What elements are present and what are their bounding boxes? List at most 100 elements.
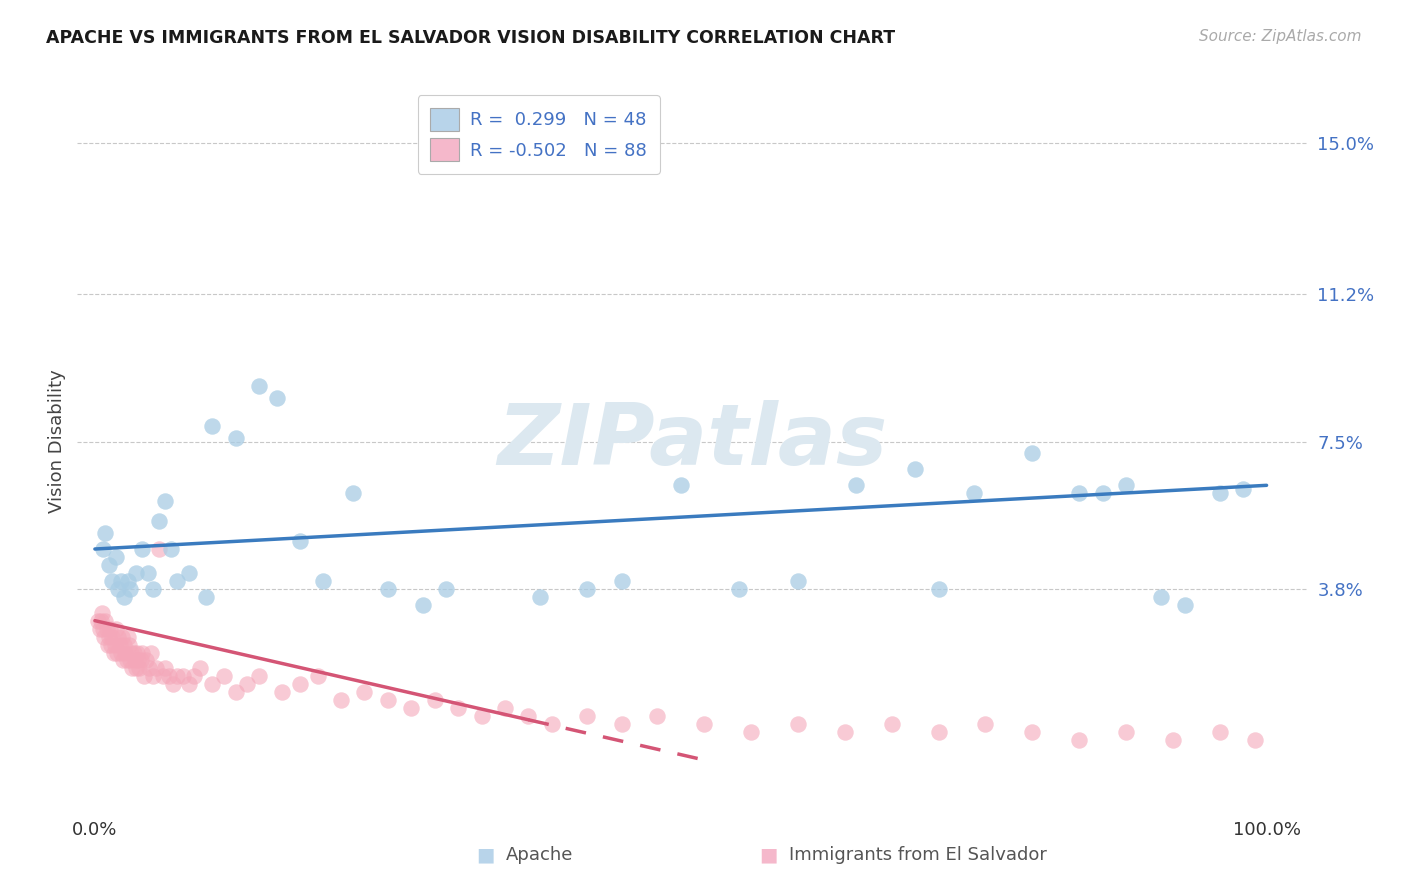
Point <box>94 614 117 628</box>
Point <box>183 669 205 683</box>
Point <box>1209 725 1232 739</box>
Point <box>423 693 446 707</box>
Point <box>401 701 423 715</box>
Point <box>136 566 159 580</box>
Point <box>89 622 111 636</box>
Point <box>93 630 115 644</box>
Text: APACHE VS IMMIGRANTS FROM EL SALVADOR VISION DISABILITY CORRELATION CHART: APACHE VS IMMIGRANTS FROM EL SALVADOR VI… <box>46 29 896 47</box>
Point <box>166 669 188 683</box>
Point <box>138 661 160 675</box>
Point <box>142 582 165 596</box>
Point <box>1209 486 1232 500</box>
Point <box>1150 590 1173 604</box>
Point <box>928 725 950 739</box>
Point <box>647 709 669 723</box>
Point <box>1115 725 1137 739</box>
Point <box>91 541 114 556</box>
Point <box>576 709 599 723</box>
Point <box>118 638 141 652</box>
Point <box>112 590 135 604</box>
Point <box>247 669 270 683</box>
Point <box>693 717 716 731</box>
Point <box>412 598 434 612</box>
Point <box>90 614 112 628</box>
Point <box>201 418 224 433</box>
Point <box>172 669 194 683</box>
Point <box>129 653 152 667</box>
Point <box>288 677 311 691</box>
Text: Immigrants from El Salvador: Immigrants from El Salvador <box>789 846 1047 863</box>
Point <box>271 685 294 699</box>
Point <box>152 669 174 683</box>
Point <box>612 574 634 588</box>
Point <box>141 646 163 660</box>
Point <box>177 677 200 691</box>
Point <box>377 582 399 596</box>
Point <box>447 701 470 715</box>
Point <box>201 677 224 691</box>
Point <box>114 646 136 660</box>
Point <box>266 391 288 405</box>
Point <box>128 661 150 675</box>
Point <box>98 630 120 644</box>
Point <box>127 646 149 660</box>
Point <box>101 574 124 588</box>
Point <box>90 606 114 620</box>
Point <box>103 646 125 660</box>
Point <box>471 709 494 723</box>
Point <box>125 661 148 675</box>
Point <box>1115 478 1137 492</box>
Point <box>107 582 129 596</box>
Point <box>612 717 634 731</box>
Point <box>117 574 139 588</box>
Point <box>1232 483 1254 497</box>
Point <box>834 725 856 739</box>
Point <box>87 614 110 628</box>
Point <box>96 622 118 636</box>
Point <box>728 582 751 596</box>
Point <box>117 630 139 644</box>
Point <box>91 622 114 636</box>
Point <box>353 685 375 699</box>
Point <box>124 653 146 667</box>
Point <box>494 701 516 715</box>
Point <box>104 638 127 652</box>
Point <box>1021 725 1043 739</box>
Text: ZIPatlas: ZIPatlas <box>498 400 887 483</box>
Point <box>132 669 156 683</box>
Point <box>247 379 270 393</box>
Point <box>845 478 868 492</box>
Point <box>1069 486 1091 500</box>
Text: Source: ZipAtlas.com: Source: ZipAtlas.com <box>1198 29 1361 45</box>
Point <box>190 661 212 675</box>
Point <box>107 630 129 644</box>
Point <box>110 646 132 660</box>
Point <box>436 582 458 596</box>
Legend: R =  0.299   N = 48, R = -0.502   N = 88: R = 0.299 N = 48, R = -0.502 N = 88 <box>418 95 659 174</box>
Text: ■: ■ <box>475 845 495 864</box>
Point <box>105 646 128 660</box>
Point <box>105 622 127 636</box>
Point <box>122 646 145 660</box>
Point <box>1069 733 1091 747</box>
Point <box>312 574 335 588</box>
Point <box>127 653 149 667</box>
Point <box>131 541 153 556</box>
Point <box>377 693 399 707</box>
Point <box>928 582 950 596</box>
Point <box>157 669 180 683</box>
Point <box>120 646 142 660</box>
Point <box>1091 486 1114 500</box>
Point <box>120 582 141 596</box>
Y-axis label: Vision Disability: Vision Disability <box>48 369 66 514</box>
Point <box>236 677 259 691</box>
Point <box>1161 733 1184 747</box>
Point <box>121 661 143 675</box>
Point <box>529 590 551 604</box>
Point <box>740 725 762 739</box>
Point <box>669 478 692 492</box>
Point <box>330 693 353 707</box>
Point <box>101 630 124 644</box>
Point <box>288 534 311 549</box>
Point <box>148 514 170 528</box>
